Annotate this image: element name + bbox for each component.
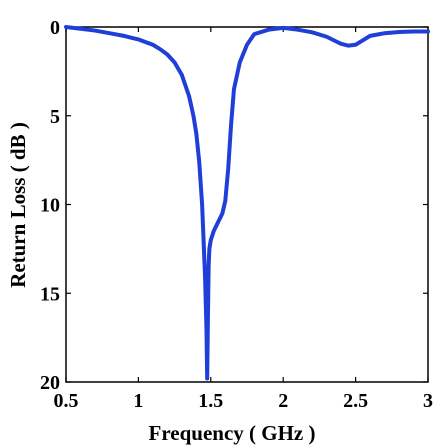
x-tick-label: 2 [278, 390, 288, 412]
x-tick-label: 1 [133, 390, 143, 412]
y-tick-label: 20 [40, 372, 60, 394]
y-tick-label: 15 [40, 283, 60, 305]
x-tick-label: 2.5 [343, 390, 368, 412]
y-axis-label: Return Loss ( dB ) [6, 122, 30, 288]
x-axis-label: Frequency ( GHz ) [149, 421, 316, 445]
y-tick-label: 5 [50, 106, 60, 128]
x-tick-label: 0.5 [54, 390, 79, 412]
tick-labels: 0.5 1 1.5 2 2.5 3 0 5 10 15 20 [40, 17, 433, 412]
y-tick-label: 10 [40, 195, 60, 217]
x-tick-label: 1.5 [198, 390, 223, 412]
x-tick-label: 3 [423, 390, 433, 412]
plot-area [65, 26, 429, 383]
return-loss-line [64, 25, 430, 381]
y-tick-label: 0 [50, 17, 60, 39]
